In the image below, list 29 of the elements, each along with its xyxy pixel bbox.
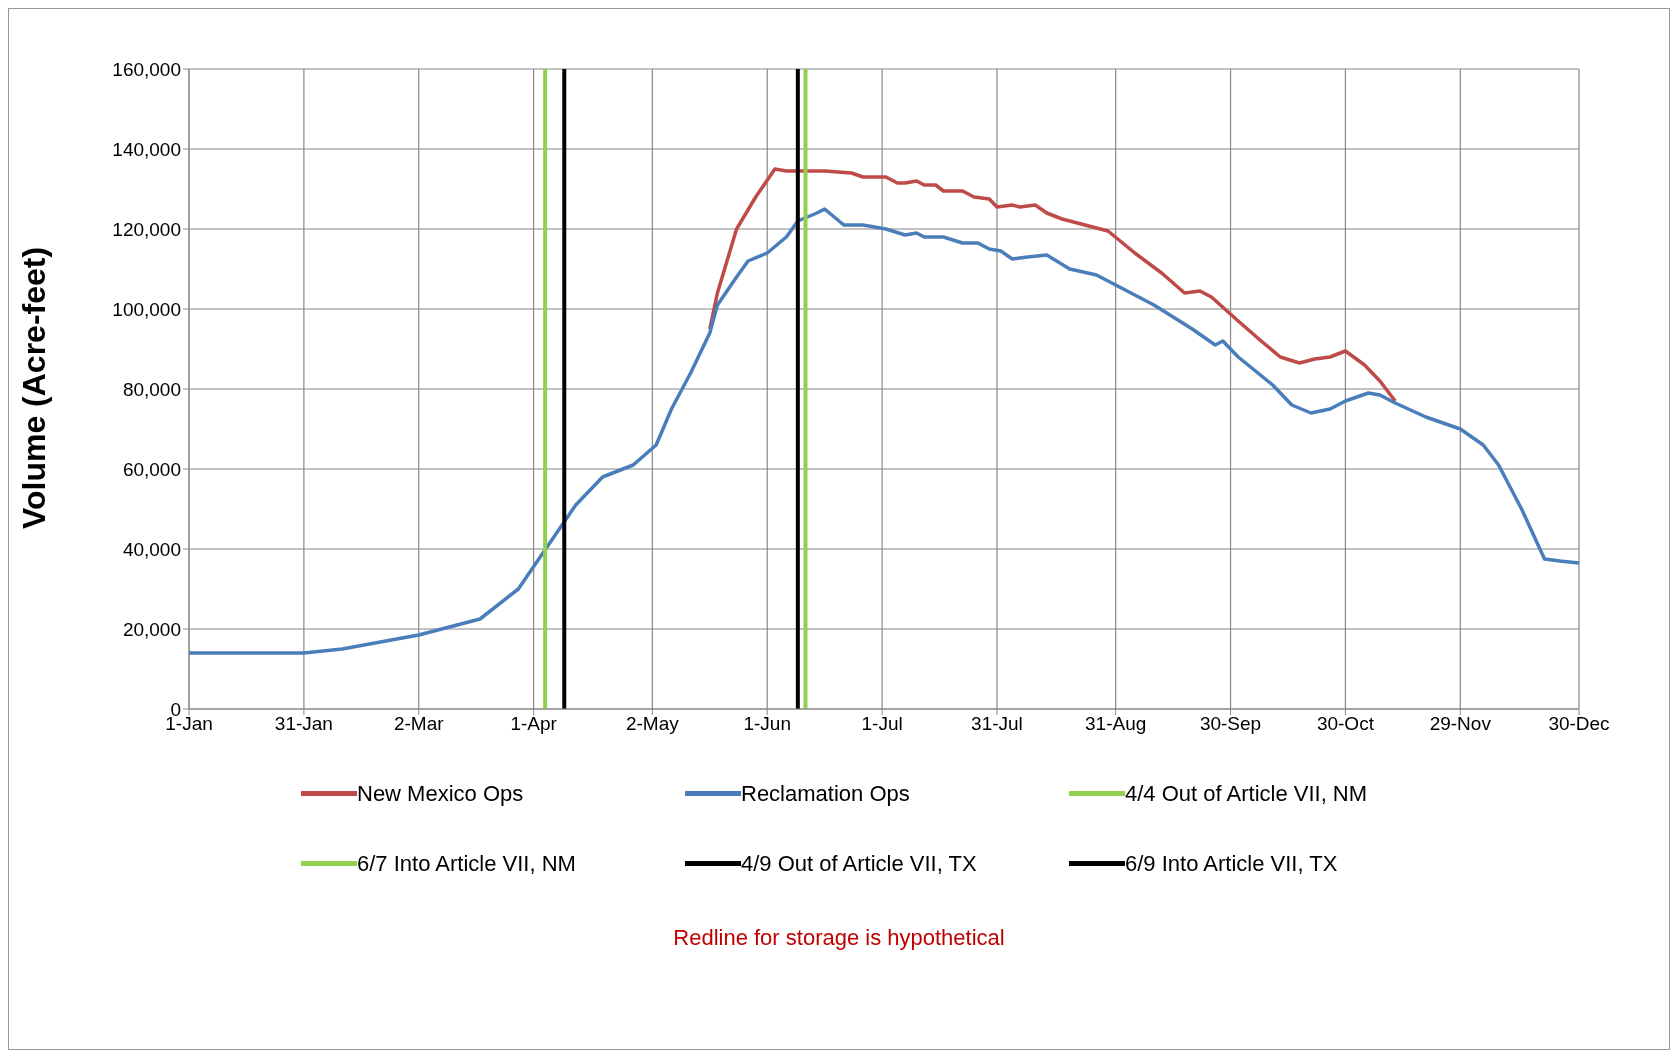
y-tick-label: 80,000 <box>122 378 181 400</box>
y-tick-label: 60,000 <box>122 458 181 480</box>
text: Redline for storage is hypothetical <box>672 925 1006 951</box>
y-tick-label: 140,000 <box>112 138 181 160</box>
x-tick-label: 1-Jul <box>861 713 903 735</box>
y-tick-label: 160,000 <box>112 58 181 80</box>
legend-label: 6/9 Into Article VII, TX <box>1125 851 1338 877</box>
x-tick-label: 2-May <box>625 713 680 735</box>
x-tick-label: 30-Sep <box>1199 713 1262 735</box>
y-tick-label: 100,000 <box>112 298 181 320</box>
legend-label: 4/4 Out of Article VII, NM <box>1125 781 1368 807</box>
x-tick-label: 1-Apr <box>510 713 558 735</box>
x-tick-label: 1-Jun <box>743 713 791 735</box>
x-tick-label: 31-Jan <box>274 713 333 735</box>
legend-label: 4/9 Out of Article VII, TX <box>741 851 977 877</box>
legend-label: 6/7 Into Article VII, NM <box>357 851 576 877</box>
x-tick-label: 29-Nov <box>1429 713 1492 735</box>
y-tick-label: 40,000 <box>122 538 181 560</box>
x-tick-label: 30-Dec <box>1548 713 1610 735</box>
x-tick-label: 30-Oct <box>1316 713 1375 735</box>
legend-label: New Mexico Ops <box>357 781 524 807</box>
x-tick-label: 2-Mar <box>393 713 445 735</box>
line-series <box>708 167 1397 403</box>
y-tick-label: 120,000 <box>112 218 181 240</box>
y-tick-label: 20,000 <box>122 618 181 640</box>
x-tick-label: 31-Aug <box>1085 713 1147 735</box>
y-axis-title: Volume (Acre-feet) <box>16 246 53 529</box>
x-tick-label: 31-Jul <box>971 713 1023 735</box>
legend-label: Reclamation Ops <box>741 781 910 807</box>
